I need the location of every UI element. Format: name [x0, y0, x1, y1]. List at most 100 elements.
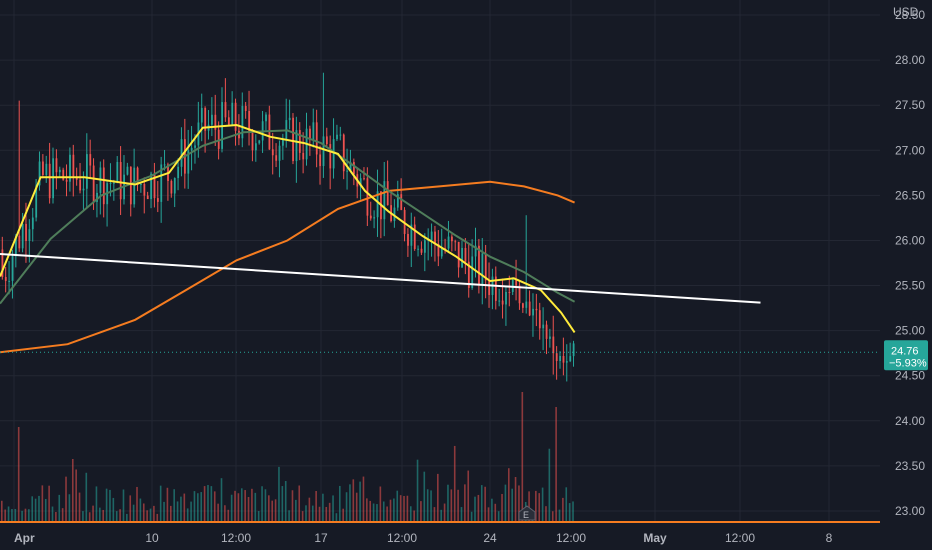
volume-bar: [359, 481, 361, 522]
x-tick-label: 17: [314, 531, 328, 545]
candle-body: [116, 162, 119, 183]
candle-body: [457, 241, 460, 268]
volume-bar: [254, 492, 257, 522]
candle-body: [18, 235, 21, 249]
candle-body: [332, 139, 335, 169]
y-tick-label: 27.50: [895, 98, 925, 112]
candle-body: [309, 128, 311, 140]
volume-bar: [44, 498, 47, 522]
candle-body: [211, 114, 213, 125]
candle-body: [58, 169, 61, 173]
candle-body: [146, 195, 149, 200]
candle-body: [234, 102, 237, 131]
candle-body: [342, 134, 345, 172]
candle-body: [89, 154, 92, 166]
volume-bar: [382, 501, 385, 522]
volume-bar: [568, 503, 571, 522]
candle-body: [501, 300, 504, 305]
volume-bar: [129, 495, 132, 522]
candle-body: [251, 132, 254, 151]
y-tick-label: 24.00: [895, 414, 925, 428]
volume-bar: [176, 501, 179, 522]
candle-body: [295, 130, 298, 162]
candle-body: [200, 107, 203, 123]
candle-body: [430, 231, 433, 241]
candle-body: [136, 167, 139, 185]
earnings-marker-icon[interactable]: [518, 505, 536, 521]
candle-body: [227, 117, 230, 125]
volume-bar: [467, 470, 470, 522]
volume-bar: [332, 495, 334, 522]
volume-bar: [457, 489, 459, 522]
y-tick-label: 25.50: [895, 279, 925, 293]
candle-body: [65, 179, 68, 182]
volume-bar: [541, 487, 544, 522]
volume-bar: [102, 509, 104, 522]
volume-bar: [301, 511, 304, 522]
candle-body: [518, 285, 521, 304]
volume-bar: [514, 476, 517, 522]
candle-body: [187, 150, 190, 174]
candle-body: [153, 173, 156, 199]
volume-bar: [142, 503, 145, 522]
volume-bar: [75, 469, 77, 522]
volume-bar: [173, 489, 175, 522]
volume-bar: [257, 511, 260, 522]
candle-body: [451, 236, 453, 242]
candle-body: [315, 122, 318, 155]
volume-bar: [220, 478, 223, 522]
candle-body: [481, 253, 484, 285]
volume-bar: [501, 493, 503, 522]
volume-bar: [122, 489, 125, 522]
candle-body: [559, 355, 561, 362]
volume-bar: [78, 492, 81, 522]
candle-body: [194, 145, 196, 148]
candle-body: [143, 183, 146, 196]
candle-body: [156, 198, 159, 202]
volume-bar: [504, 484, 507, 522]
volume-bar: [366, 498, 368, 522]
volume-bar: [521, 392, 524, 522]
volume-bar: [244, 490, 246, 522]
candle-body: [92, 165, 95, 202]
volume-bar: [484, 486, 486, 522]
volume-bar: [149, 508, 152, 522]
candle-body: [255, 143, 257, 151]
y-tick-label: 23.00: [895, 504, 925, 518]
candle-body: [376, 191, 379, 218]
candle-body: [407, 233, 409, 246]
volume-bar: [28, 509, 30, 522]
candle-body: [525, 301, 528, 308]
candle-body: [424, 240, 426, 253]
candle-body: [488, 280, 491, 295]
candle-body: [79, 179, 82, 191]
volume-bar: [247, 497, 250, 522]
volume-bar: [430, 490, 432, 522]
trendline[interactable]: [0, 252, 761, 304]
candle-body: [552, 336, 555, 354]
candle-body: [55, 158, 58, 173]
volume-bar: [92, 505, 94, 522]
volume-bar: [535, 490, 537, 522]
candle-body: [21, 223, 24, 249]
volume-bar: [7, 506, 10, 522]
volume-bar: [193, 491, 196, 522]
currency-label: USD: [893, 5, 919, 19]
volume-bar: [325, 506, 328, 522]
volume-bar: [17, 427, 20, 522]
x-tick-label: May: [643, 531, 667, 545]
volume-bar: [379, 486, 382, 522]
candle-body: [474, 245, 477, 257]
volume-bar: [126, 513, 128, 522]
candle-body: [126, 166, 129, 175]
volume-bar: [565, 487, 568, 522]
candle-body: [278, 145, 281, 161]
volume-bar: [339, 485, 341, 522]
candle-body: [400, 194, 403, 210]
volume-bar: [61, 508, 64, 522]
candle-body: [204, 107, 207, 131]
volume-bar: [464, 484, 466, 522]
candle-body: [373, 217, 376, 219]
volume-bar: [548, 448, 551, 522]
